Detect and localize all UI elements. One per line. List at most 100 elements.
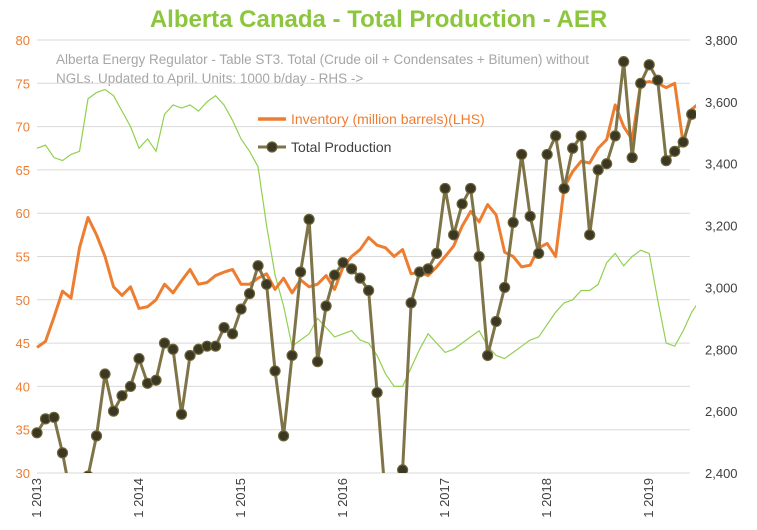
production-point: [448, 229, 460, 241]
production-point: [431, 247, 443, 260]
production-point: [286, 349, 298, 362]
left-axis-tick-label: 45: [16, 336, 30, 351]
right-axis-tick-label: 2,800: [705, 342, 738, 357]
chart-title: Alberta Canada - Total Production - AER: [149, 6, 608, 33]
production-point: [660, 155, 672, 167]
production-point: [567, 142, 579, 154]
left-axis-tick-label: 50: [16, 293, 30, 308]
left-axis-tick-label: 55: [16, 250, 30, 265]
right-axis-tick-label: 3,800: [705, 33, 738, 48]
legend-marker-production: [266, 141, 278, 153]
production-point: [601, 158, 613, 170]
production-point: [465, 182, 477, 195]
production-point: [99, 368, 111, 380]
production-point: [643, 59, 655, 71]
x-axis-tick-label: 1 2013: [29, 478, 44, 518]
production-point: [652, 74, 664, 86]
legend-label-inventory: Inventory (million barrels)(LHS): [291, 111, 485, 127]
production-point: [533, 247, 545, 260]
right-axis-tick-label: 3,600: [705, 95, 738, 110]
left-axis-tick-label: 65: [16, 163, 30, 178]
production-point: [507, 216, 519, 229]
production-point: [277, 430, 290, 442]
left-axis-tick-label: 40: [16, 379, 30, 394]
x-axis-tick-label: 1 2014: [131, 478, 146, 518]
right-axis-tick-label: 2,600: [705, 404, 738, 419]
x-axis-tick-label: 1 2019: [641, 478, 656, 518]
production-point: [260, 278, 273, 290]
left-axis-tick-label: 75: [16, 76, 30, 91]
legend-label-production: Total Production: [291, 139, 391, 155]
production-point: [490, 315, 502, 328]
right-axis-tick-label: 2,400: [705, 466, 738, 481]
production-point: [209, 340, 222, 352]
production-point: [150, 374, 162, 386]
production-point: [337, 257, 349, 269]
production-point: [243, 288, 256, 300]
production-point: [371, 386, 383, 399]
production-point: [592, 164, 604, 176]
x-axis-tick-label: 1 2015: [233, 478, 248, 518]
production-point: [550, 130, 562, 142]
production-point: [558, 182, 570, 195]
x-axis-tick-label: 1 2018: [539, 478, 554, 518]
production-point: [456, 198, 468, 210]
production-point: [116, 390, 128, 402]
production-point: [311, 356, 324, 368]
chart-subtitle: Alberta Energy Regulator - Table ST3. To…: [56, 52, 590, 86]
production-point: [226, 328, 239, 340]
production-point: [252, 260, 264, 272]
inventory-line: [36, 80, 696, 349]
left-axis-tick-label: 35: [16, 423, 30, 438]
production-point: [584, 229, 596, 241]
production-point: [294, 266, 307, 278]
left-axis-tick-label: 70: [16, 120, 30, 135]
production-point: [345, 263, 358, 275]
production-point: [381, 496, 391, 506]
production-point: [124, 380, 137, 392]
production-point: [524, 210, 536, 222]
production-point: [405, 297, 417, 309]
production-point: [677, 136, 689, 148]
x-axis-tick-label: 1 2016: [335, 478, 350, 518]
production-point: [516, 148, 528, 161]
production-point: [218, 322, 230, 334]
production-point: [269, 365, 281, 377]
production-point: [235, 303, 247, 315]
production-point: [56, 447, 69, 459]
production-point: [31, 427, 43, 439]
left-axis-tick-label: 60: [16, 206, 30, 221]
production-point: [184, 349, 196, 362]
production-point: [158, 337, 171, 349]
production-point: [133, 352, 145, 365]
production-point: [499, 281, 511, 294]
production-point: [48, 411, 60, 423]
production-point: [328, 269, 341, 281]
production-point: [167, 343, 179, 355]
production-point: [635, 77, 647, 89]
production-point: [686, 108, 696, 120]
production-point: [482, 349, 494, 362]
production-point: [107, 405, 120, 417]
production-point: [90, 430, 103, 442]
production-point: [175, 408, 188, 420]
production-point: [320, 300, 332, 312]
production-point: [609, 130, 621, 142]
left-axis-tick-label: 80: [16, 33, 30, 48]
production-point: [397, 464, 409, 473]
production-point: [626, 151, 638, 164]
production-point: [354, 272, 366, 284]
production-point: [575, 130, 587, 142]
right-axis-tick-label: 3,200: [705, 219, 738, 234]
right-axis-tick-label: 3,400: [705, 157, 738, 172]
right-axis-tick-label: 3,000: [705, 280, 738, 295]
production-point: [422, 263, 434, 275]
production-point: [66, 493, 76, 503]
left-axis-tick-label: 30: [16, 466, 30, 481]
production-point: [439, 182, 451, 195]
production-point: [618, 56, 630, 68]
production-point: [363, 284, 375, 297]
production-point: [75, 487, 85, 497]
production-point: [473, 250, 485, 263]
